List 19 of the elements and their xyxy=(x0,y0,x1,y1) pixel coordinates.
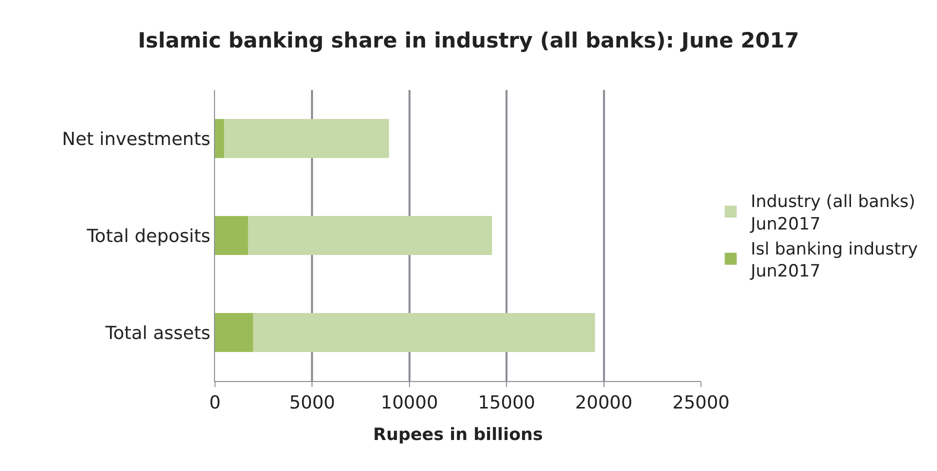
y-tick-label: Net investments xyxy=(62,128,210,150)
bar xyxy=(224,119,389,158)
y-tick-label: Total deposits xyxy=(86,226,210,247)
x-tick-label: 20000 xyxy=(575,392,632,414)
x-axis-title: Rupees in billions xyxy=(373,425,543,445)
legend-label: Industry (all banks) Jun2017 xyxy=(750,192,916,234)
bar xyxy=(252,313,596,352)
bar xyxy=(215,216,248,255)
legend-label: Isl banking industry Jun2017 xyxy=(750,239,918,282)
x-tick-label: 15000 xyxy=(478,392,536,414)
bar xyxy=(215,313,253,352)
chart-title: Islamic banking share in industry (all banks): June 2017 xyxy=(138,28,800,53)
y-tick-label: Total assets xyxy=(104,322,210,344)
x-tick-label: 5000 xyxy=(289,392,336,414)
bar xyxy=(215,119,224,158)
x-tick-label: 10000 xyxy=(380,392,438,414)
bar xyxy=(248,216,492,255)
x-tick-label: 0 xyxy=(209,392,221,414)
x-tick-label: 25000 xyxy=(672,392,730,414)
